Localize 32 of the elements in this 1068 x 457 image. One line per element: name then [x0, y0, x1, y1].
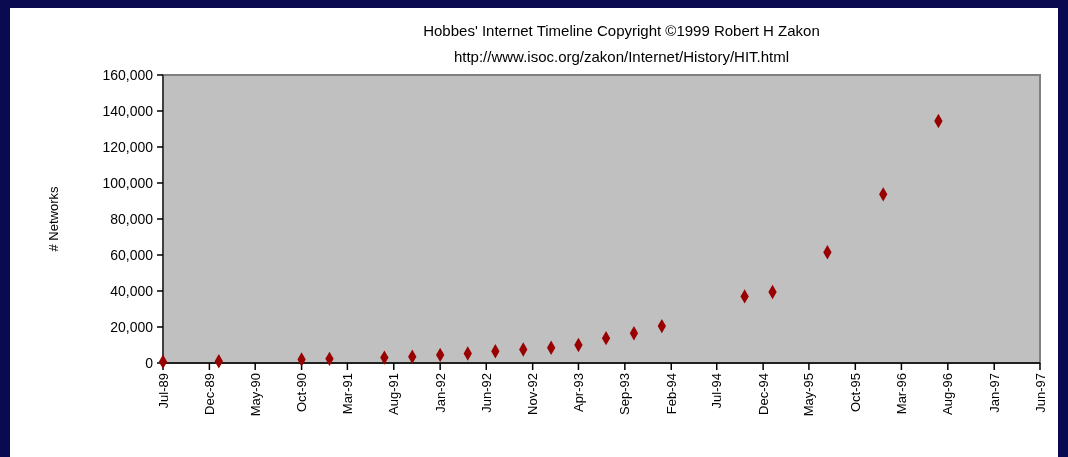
- x-tick-label: Feb-94: [663, 373, 679, 415]
- x-tick-label: Oct-95: [847, 373, 863, 413]
- x-tick-label: Aug-96: [940, 373, 956, 415]
- y-tick-label: 120,000: [102, 138, 154, 155]
- x-tick-label: Mar-96: [893, 373, 909, 415]
- x-tick-label: May-90: [247, 373, 263, 417]
- x-tick-label: Nov-92: [525, 373, 541, 415]
- x-tick-label: Jan-92: [432, 373, 448, 413]
- y-axis-title: # Networks: [46, 186, 61, 252]
- y-tick-label: 140,000: [102, 102, 154, 119]
- x-tick-label: Mar-91: [339, 373, 355, 415]
- y-tick-label: 100,000: [102, 174, 154, 191]
- x-tick-label: Oct-90: [294, 373, 310, 413]
- y-tick-label: 0: [145, 354, 154, 371]
- x-tick-label: Apr-93: [571, 373, 586, 413]
- x-tick-label: Jul-89: [155, 373, 171, 409]
- y-tick-label: 20,000: [110, 318, 154, 335]
- x-tick-label: Dec-94: [755, 373, 771, 415]
- y-tick-label: 40,000: [110, 282, 154, 299]
- x-tick-label: May-95: [801, 373, 817, 417]
- y-tick-label: 80,000: [110, 210, 154, 227]
- x-tick-label: Jul-94: [709, 373, 725, 409]
- x-tick-label: Aug-91: [386, 373, 402, 415]
- x-tick-label: Sep-93: [617, 373, 633, 415]
- x-tick-label: Jun-92: [478, 373, 494, 413]
- y-tick-label: 60,000: [110, 246, 154, 263]
- chart-subtitle: http://www.isoc.org/zakon/Internet/History/HIT.html: [453, 48, 790, 65]
- x-tick-label: Jan-97: [986, 373, 1002, 413]
- chart-title: Hobbes' Internet Timeline Copyright ©1999 Robert H Zakon: [423, 22, 820, 39]
- x-tick-label: Jun-97: [1032, 373, 1048, 413]
- y-tick-label: 160,000: [102, 66, 154, 83]
- x-tick-label: Dec-89: [201, 373, 217, 415]
